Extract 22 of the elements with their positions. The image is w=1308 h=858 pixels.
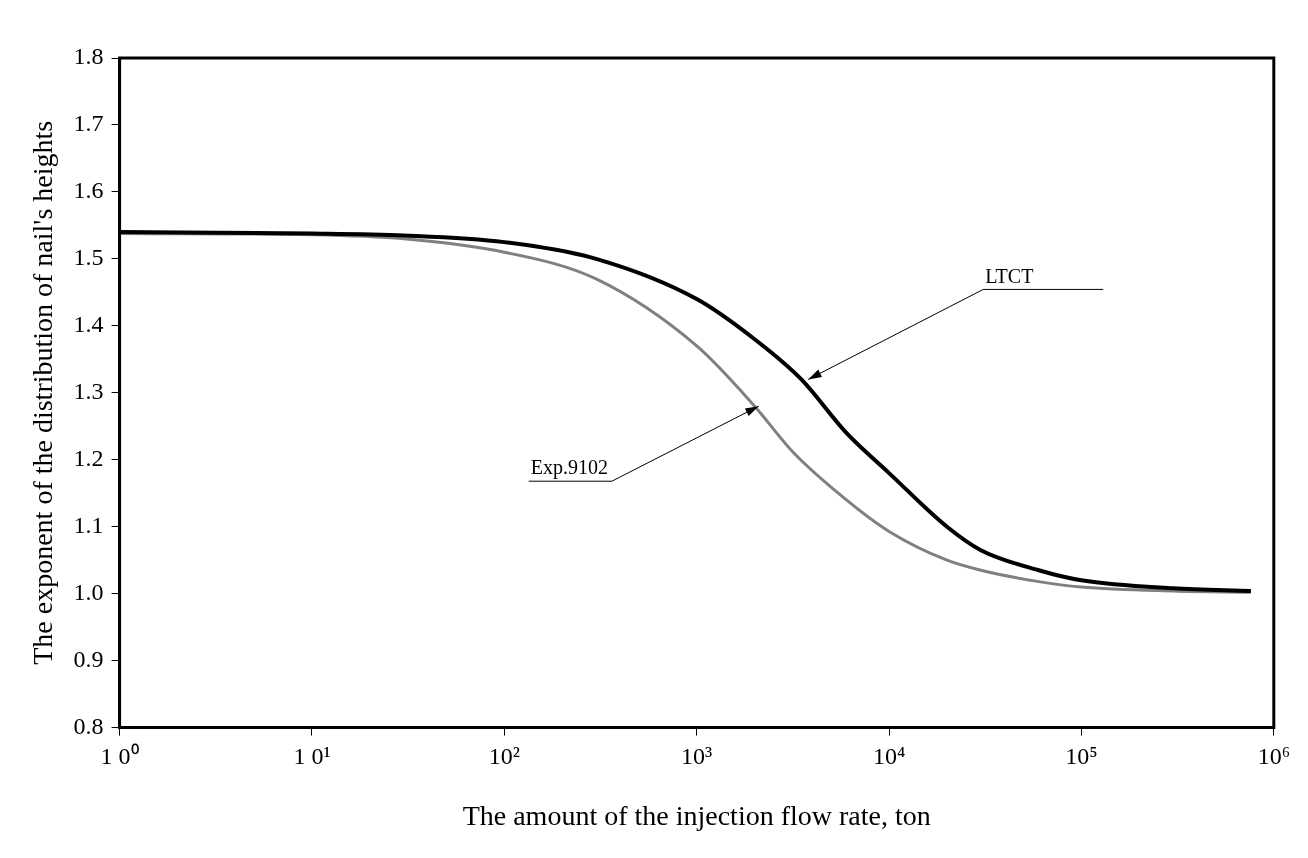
y-tick-label: 1.3 xyxy=(73,378,104,405)
y-tick-label: 1.1 xyxy=(73,512,104,539)
x-axis-title: The amount of the injection flow rate, ton xyxy=(462,799,931,831)
x-tick-label: 10⁶ xyxy=(1257,743,1290,770)
y-tick-label: 1.7 xyxy=(73,110,104,137)
x-tick-label: 10⁵ xyxy=(1065,743,1098,770)
y-tick-label: 1.0 xyxy=(73,578,104,605)
y-tick-label: 1.6 xyxy=(73,177,104,204)
x-tick-label: 10⁴ xyxy=(872,743,906,770)
y-axis-title: The exponent of the distribution of nail's heights xyxy=(27,120,59,665)
x-tick-label: 10³ xyxy=(681,743,713,770)
x-tick-label: 1 0⁰ xyxy=(100,743,139,770)
y-tick-label: 1.5 xyxy=(73,244,104,271)
y-tick-label: 0.9 xyxy=(73,645,104,672)
y-tick-label: 1.2 xyxy=(73,445,104,472)
annotation: Exp.9102 xyxy=(530,456,608,480)
y-tick-label: 1.4 xyxy=(73,311,104,338)
x-tick-label: 10² xyxy=(488,743,520,770)
annotation: LTCT xyxy=(985,264,1034,287)
y-tick-label: 0.8 xyxy=(73,712,104,739)
y-tick-label: 1.8 xyxy=(73,43,104,70)
x-tick-label: 1 0¹ xyxy=(293,743,331,770)
